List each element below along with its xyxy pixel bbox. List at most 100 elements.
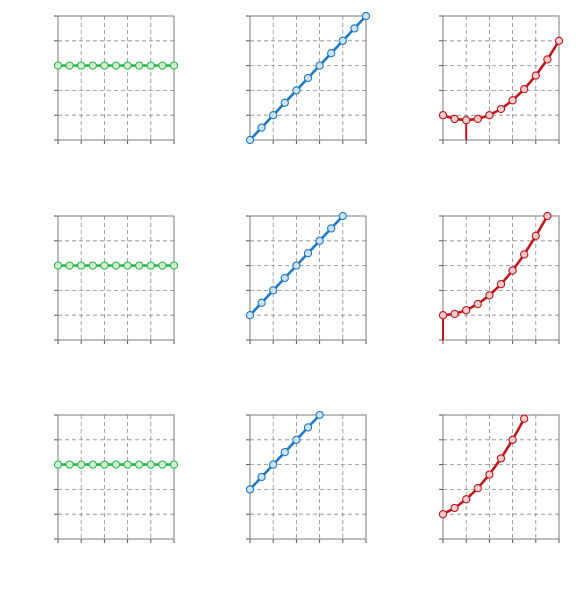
plot-frame: [57, 414, 175, 540]
data-point: [257, 472, 266, 482]
data-point: [123, 61, 132, 70]
plot-frame: [57, 215, 175, 341]
data-point: [77, 61, 86, 70]
data-point: [327, 224, 336, 233]
data-point: [158, 61, 167, 70]
data-layer: [53, 460, 179, 469]
plot-frame: [249, 414, 367, 540]
data-point: [554, 36, 564, 45]
series-line: [442, 215, 549, 317]
data-point: [543, 211, 552, 221]
data-point: [496, 104, 506, 114]
data-point: [485, 111, 494, 120]
data-point: [485, 470, 494, 479]
plot-frame: [442, 414, 560, 540]
data-point: [100, 460, 109, 469]
data-point: [53, 261, 63, 270]
data-point: [123, 261, 132, 270]
data-point: [292, 86, 301, 95]
data-point: [315, 236, 324, 245]
chart-panel-7: [53, 414, 179, 543]
data-point: [88, 460, 97, 469]
data-point: [327, 49, 336, 58]
data-point: [111, 261, 121, 270]
data-point: [269, 111, 278, 120]
data-point: [77, 261, 86, 270]
chart-panel-6: [438, 211, 560, 344]
data-point: [169, 261, 179, 270]
data-point: [65, 61, 74, 70]
data-point: [269, 460, 278, 469]
data-point: [462, 495, 471, 504]
data-point: [531, 231, 540, 240]
data-point: [146, 460, 155, 469]
data-point: [462, 116, 471, 125]
data-point: [169, 460, 179, 469]
data-point: [303, 423, 313, 432]
data-point: [508, 435, 517, 444]
data-point: [361, 11, 371, 21]
data-layer: [53, 61, 179, 70]
plot-frame: [249, 15, 367, 141]
chart-panel-3: [438, 15, 564, 144]
data-point: [462, 306, 471, 315]
data-point: [496, 454, 506, 463]
data-point: [135, 261, 144, 270]
data-point: [485, 291, 494, 300]
data-point: [450, 114, 459, 124]
data-point: [146, 61, 155, 70]
data-point: [269, 286, 278, 295]
data-point: [158, 261, 167, 270]
data-layer: [53, 261, 179, 270]
data-point: [245, 485, 255, 494]
chart-panel-1: [53, 15, 179, 144]
data-layer: [245, 410, 324, 494]
data-point: [53, 460, 63, 469]
data-point: [520, 85, 529, 94]
data-point: [158, 460, 167, 469]
chart-panel-8: [245, 410, 367, 543]
data-layer: [245, 211, 347, 320]
data-point: [303, 249, 313, 258]
data-point: [77, 460, 86, 469]
data-point: [303, 73, 313, 83]
data-point: [135, 460, 144, 469]
data-point: [280, 273, 289, 283]
data-point: [146, 261, 155, 270]
data-point: [450, 503, 459, 513]
data-point: [280, 448, 289, 457]
chart-panel-2: [245, 11, 371, 145]
data-point: [473, 114, 482, 124]
data-point: [473, 299, 482, 309]
data-point: [245, 135, 255, 145]
data-point: [531, 71, 540, 80]
series-line: [442, 418, 526, 516]
data-layer: [438, 414, 529, 519]
data-point: [496, 280, 506, 289]
data-point: [338, 211, 347, 221]
plot-frame: [442, 15, 560, 141]
data-point: [135, 61, 144, 70]
data-point: [257, 298, 266, 307]
data-point: [543, 55, 552, 64]
data-point: [53, 61, 63, 70]
data-point: [438, 510, 448, 519]
chart-panel-4: [53, 215, 179, 344]
data-point: [438, 111, 448, 120]
data-point: [438, 311, 448, 320]
data-point: [111, 460, 121, 469]
data-point: [100, 61, 109, 70]
chart-panel-5: [245, 211, 367, 344]
data-point: [520, 414, 529, 423]
data-point: [292, 261, 301, 270]
data-point: [100, 261, 109, 270]
data-point: [315, 61, 324, 70]
data-point: [169, 61, 179, 70]
data-point: [508, 266, 517, 275]
data-point: [315, 410, 324, 420]
data-point: [123, 460, 132, 469]
plot-frame: [57, 15, 175, 141]
data-point: [292, 435, 301, 444]
data-point: [338, 36, 347, 45]
data-point: [257, 123, 266, 132]
